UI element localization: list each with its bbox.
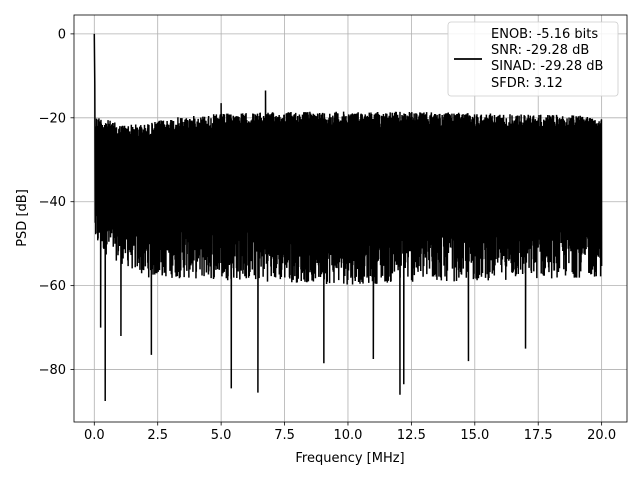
y-tick-label-3: −60 — [39, 279, 66, 294]
y-tick-label-2: −40 — [39, 195, 66, 210]
y-tick-label-4: −80 — [39, 363, 66, 378]
y-axis-label: PSD [dB] — [15, 189, 30, 247]
x-tick-label-2: 5.0 — [211, 428, 232, 443]
x-tick-label-5: 12.5 — [397, 428, 426, 443]
ticks: 0.0 2.5 5.0 7.5 10.0 12.5 15.0 17.5 20.0 0 −20 −40 −… — [39, 27, 617, 443]
psd-series-line — [93, 33, 603, 402]
x-tick-label-0: 0.0 — [84, 428, 105, 443]
legend: ENOB: -5.16 bits SNR: -29.28 dB SINAD: -… — [447, 21, 619, 97]
legend-entry-enob: ENOB: -5.16 bits — [491, 27, 598, 42]
y-tick-label-1: −20 — [39, 111, 66, 126]
legend-entry-sfdr: SFDR: 3.12 — [491, 76, 563, 91]
legend-entry-snr: SNR: -29.28 dB — [491, 43, 589, 58]
series-layer — [93, 33, 603, 402]
x-axis-label: Frequency [MHz] — [295, 451, 404, 466]
x-tick-label-6: 15.0 — [460, 428, 489, 443]
x-tick-label-8: 20.0 — [587, 428, 616, 443]
legend-entry-sinad: SINAD: -29.28 dB — [491, 59, 603, 74]
x-tick-label-4: 10.0 — [333, 428, 362, 443]
y-tick-label-0: 0 — [58, 27, 66, 42]
x-tick-label-7: 17.5 — [524, 428, 553, 443]
x-tick-label-3: 7.5 — [274, 428, 295, 443]
legend-box — [447, 21, 619, 97]
plot-frame — [73, 14, 628, 423]
x-tick-label-1: 2.5 — [147, 428, 168, 443]
